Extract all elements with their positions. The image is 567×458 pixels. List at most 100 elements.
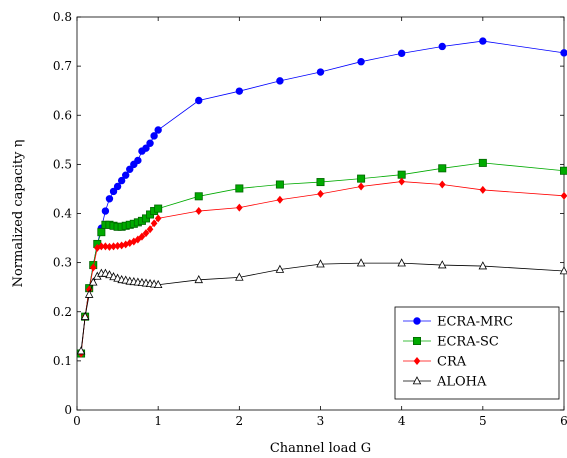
axes: 0 1 2 3 4 5 6 0 0.1 0.2 0.3 0.4 0.5 0.6 0.7 0.8 [53,10,567,428]
legend: ECRA-MRC ECRA-SC CRA ALOHA [394,306,560,400]
data-point [154,214,162,223]
data-point [105,270,114,279]
data-point [153,279,163,289]
data-point [235,87,244,95]
y-tick-label: 0.8 [53,10,72,24]
data-point [138,232,146,241]
data-point [316,259,325,268]
data-point [194,274,204,284]
legend-label: ALOHA [436,375,487,390]
data-point [150,132,158,140]
data-point [560,191,567,200]
data-point [146,139,154,147]
data-point [236,203,243,212]
x-tick-label: 1 [154,414,162,428]
data-point [154,126,162,134]
data-point [105,195,114,203]
y-tick-label: 0.7 [53,59,72,73]
data-point [235,272,244,281]
x-tick-label: 5 [479,414,487,428]
data-point [357,58,365,66]
data-point [412,336,421,345]
data-point [80,311,90,320]
data-point [102,242,109,251]
data-point [142,144,150,152]
data-point [235,184,244,193]
data-point [478,158,487,167]
data-point [560,166,567,175]
data-point [276,77,284,85]
series-cra [77,177,567,358]
x-tick-label: 3 [317,414,325,428]
data-point [154,204,163,213]
y-tick-label: 0.2 [53,305,72,319]
data-point [316,68,325,76]
data-point [101,207,110,215]
data-point [97,228,106,237]
data-point [89,263,97,272]
legend-entry: CRA [403,355,467,370]
data-point [150,219,158,228]
data-point [276,195,284,204]
data-point [479,37,487,45]
legend-entry: ECRA-SC [403,335,499,350]
y-axis-title: Normalized capacity η [11,140,26,288]
data-point [397,49,406,58]
legend-label: ECRA-SC [437,335,499,350]
data-point [437,260,447,269]
data-point [316,178,325,187]
data-point [479,185,487,194]
y-tick-label: 0.4 [53,207,72,221]
y-tick-label: 0.5 [53,157,72,171]
legend-label: CRA [437,355,467,370]
data-point [194,192,203,201]
data-point [559,266,567,275]
x-axis-title: Channel load G [270,441,371,456]
data-point [195,96,203,105]
data-point [560,49,567,57]
data-point [478,261,488,270]
data-point [84,289,94,298]
legend-box [394,306,560,400]
x-tick-label: 2 [236,414,244,428]
data-point [134,235,142,244]
data-point [413,357,421,365]
data-point [121,171,130,179]
data-point [398,177,405,186]
data-point [134,156,142,165]
legend-entry: ALOHA [403,375,487,390]
data-point [126,165,134,173]
data-point [317,189,324,198]
y-tick-label: 0.6 [53,108,72,122]
data-point [142,229,150,238]
data-point [413,317,421,325]
data-point [397,258,406,267]
legend-entry: ECRA-MRC [403,315,513,330]
data-point [88,277,98,286]
data-point [146,225,154,234]
y-tick-label: 0.1 [53,354,72,368]
data-point [275,264,285,273]
data-point [109,187,118,196]
data-point [195,207,203,216]
series-layer [76,37,567,358]
data-point [438,180,446,189]
data-point [438,42,446,51]
y-tick-label: 0.3 [53,256,72,270]
x-tick-label: 0 [73,414,81,428]
x-tick-label: 4 [398,414,406,428]
series-aloha [76,258,567,355]
data-point [397,170,406,179]
y-tick-label: 0 [64,403,72,417]
data-point [76,346,86,355]
data-point [438,164,447,173]
data-point [275,180,284,189]
data-point [357,174,366,183]
legend-label: ECRA-MRC [437,315,513,330]
x-tick-label: 6 [560,414,567,428]
data-point [356,258,366,267]
data-point [113,182,122,191]
data-point [117,176,126,185]
data-point [357,182,365,191]
